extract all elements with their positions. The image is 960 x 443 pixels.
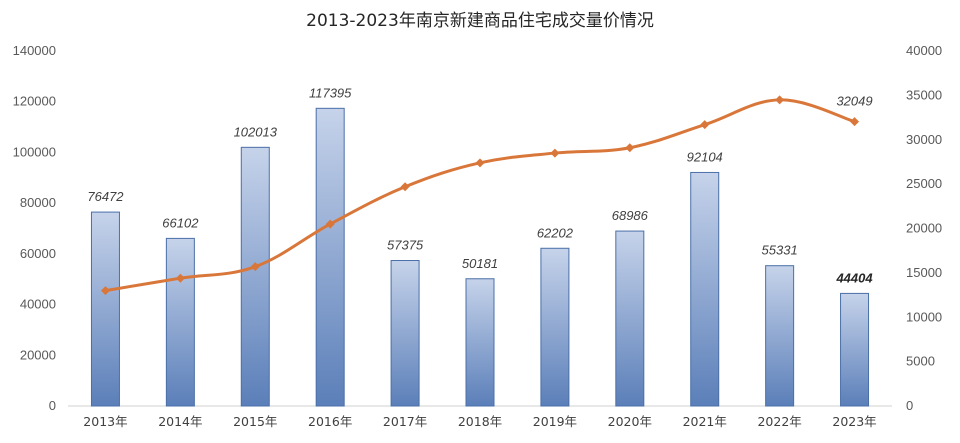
left-axis-tick: 60000 xyxy=(20,246,56,261)
right-axis-tick: 40000 xyxy=(906,43,942,58)
left-axis-tick: 80000 xyxy=(20,195,56,210)
line-point xyxy=(625,143,635,153)
x-axis-tick: 2023年 xyxy=(832,414,876,429)
x-axis-tick: 2015年 xyxy=(233,414,277,429)
line-point xyxy=(400,182,410,192)
bar xyxy=(765,265,795,407)
line-point xyxy=(100,286,110,296)
right-axis-tick: 35000 xyxy=(906,87,942,102)
bar xyxy=(390,260,420,407)
bar xyxy=(690,171,720,407)
left-axis-tick: 40000 xyxy=(20,297,56,312)
right-axis-tick: 25000 xyxy=(906,176,942,191)
bar xyxy=(315,107,345,407)
right-axis-tick: 5000 xyxy=(906,354,935,369)
bar xyxy=(615,230,645,407)
bar xyxy=(465,278,495,407)
line-point xyxy=(475,158,485,168)
bar-data-label: 68986 xyxy=(612,208,649,223)
line-point xyxy=(775,95,785,105)
line-point xyxy=(325,219,335,229)
bar-data-label: 117395 xyxy=(309,85,352,100)
line-point xyxy=(550,148,560,158)
left-axis-tick: 140000 xyxy=(13,43,56,58)
right-axis-tick: 20000 xyxy=(906,221,942,236)
x-axis-tick: 2019年 xyxy=(533,414,577,429)
bar-data-label: 50181 xyxy=(462,256,498,271)
x-axis-tick: 2018年 xyxy=(458,414,502,429)
bar-data-label: 76472 xyxy=(87,189,124,204)
bar-data-label: 55331 xyxy=(762,243,798,258)
line-point xyxy=(175,273,185,283)
bar-data-label: 66102 xyxy=(162,215,199,230)
bar-data-label: 57375 xyxy=(387,238,424,253)
left-axis-tick: 120000 xyxy=(13,94,56,109)
right-axis-tick: 30000 xyxy=(906,132,942,147)
x-axis-tick: 2022年 xyxy=(757,414,801,429)
bar xyxy=(240,146,270,407)
bar-data-label: 44404 xyxy=(835,270,873,285)
line-point xyxy=(250,262,260,272)
x-axis-tick: 2016年 xyxy=(308,414,352,429)
line-point xyxy=(850,117,860,127)
line-data-label: 32049 xyxy=(836,94,872,109)
bar-data-label: 92104 xyxy=(687,149,723,164)
chart-title: 2013-2023年南京新建商品住宅成交量价情况 xyxy=(306,11,654,31)
bar-data-label: 62202 xyxy=(537,225,574,240)
left-axis-tick: 0 xyxy=(49,398,56,413)
line-point xyxy=(700,120,710,130)
right-axis-tick: 10000 xyxy=(906,309,942,324)
x-axis-tick: 2021年 xyxy=(683,414,727,429)
x-axis-tick: 2017年 xyxy=(383,414,427,429)
right-axis-tick: 15000 xyxy=(906,265,942,280)
bar-data-label: 102013 xyxy=(234,124,278,139)
right-axis-tick: 0 xyxy=(906,398,913,413)
left-axis-tick: 100000 xyxy=(13,144,56,159)
x-axis-tick: 2014年 xyxy=(158,414,202,429)
bar xyxy=(840,292,870,407)
bar xyxy=(90,211,120,407)
plot-area: 0 20000 40000 60000 80000 100000 120000 140000 0… xyxy=(13,43,943,429)
left-axis-tick: 20000 xyxy=(20,347,56,362)
bar xyxy=(165,237,195,407)
bar xyxy=(540,247,570,407)
x-axis-tick: 2020年 xyxy=(608,414,652,429)
x-axis-tick: 2013年 xyxy=(83,414,127,429)
